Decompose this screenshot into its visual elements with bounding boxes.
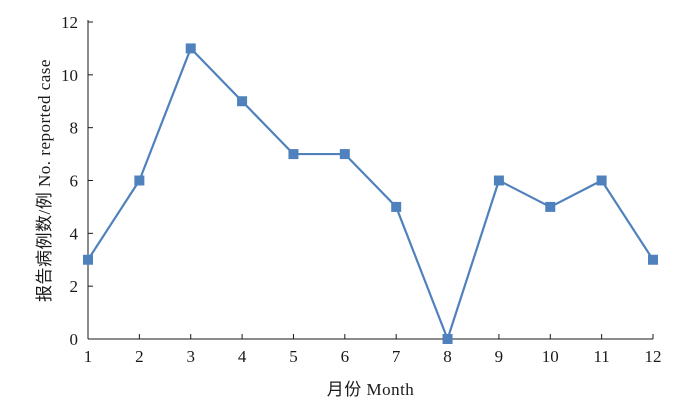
data-point-marker (288, 149, 299, 160)
y-tick-label: 0 (70, 330, 79, 349)
x-tick-label: 7 (392, 347, 401, 366)
y-tick-label: 8 (70, 119, 79, 138)
y-tick-label: 2 (70, 277, 79, 296)
y-tick-label: 12 (61, 13, 78, 32)
y-axis-title: 报告病例数/例 No. reported case (35, 59, 54, 302)
x-tick-label: 2 (135, 347, 144, 366)
x-tick-label: 11 (593, 347, 609, 366)
data-point-marker (493, 175, 504, 186)
data-point-marker (545, 201, 556, 212)
data-point-marker (442, 334, 453, 344)
series-line (87, 47, 654, 341)
y-tick-label: 6 (70, 172, 79, 191)
x-tick-label: 6 (341, 347, 350, 366)
data-point-marker (83, 254, 93, 265)
x-tick-label: 3 (186, 347, 195, 366)
data-point-marker (596, 175, 607, 186)
x-tick-label: 9 (495, 347, 504, 366)
data-point-marker (134, 175, 145, 186)
data-point-marker (648, 254, 658, 265)
y-tick-label: 4 (70, 224, 79, 243)
x-tick-label: 5 (289, 347, 298, 366)
data-point-marker (237, 96, 248, 107)
x-tick-label: 4 (238, 347, 247, 366)
data-point-marker (339, 149, 350, 160)
data-point-marker (391, 201, 402, 212)
x-tick-label: 10 (542, 347, 559, 366)
series-layer (83, 43, 658, 344)
x-axis-title: 月份 Month (327, 380, 415, 399)
x-tick-label: 8 (443, 347, 452, 366)
y-tick-label: 10 (61, 66, 78, 85)
data-point-marker (185, 43, 196, 54)
x-tick-label: 1 (84, 347, 93, 366)
x-tick-label: 12 (645, 347, 662, 366)
